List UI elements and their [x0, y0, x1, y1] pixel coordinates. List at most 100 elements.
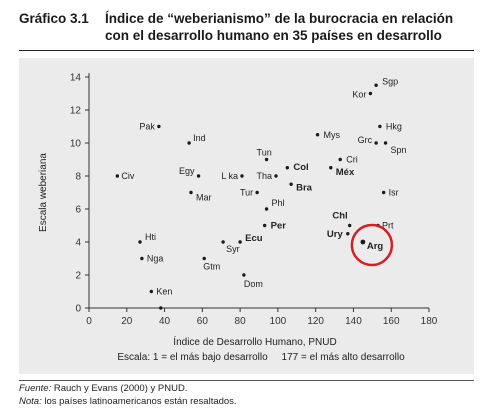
- figure-title: Índice de “weberianismo” de la burocraci…: [105, 11, 454, 43]
- y-tick-label: 8: [75, 172, 81, 183]
- point-label: Kor: [352, 90, 366, 100]
- point-label: Mys: [324, 130, 341, 140]
- y-tick-label: 12: [70, 106, 82, 117]
- point-label: Per: [271, 221, 287, 232]
- x-tick-label: 160: [383, 316, 400, 327]
- data-marks: Sgp Kor Pak Hkg Mys Ind Grc Spn Tun Cri Col Tha Méx C…: [115, 76, 407, 310]
- x-tick-label: 180: [421, 316, 438, 327]
- source-line: Fuente: Rauch y Evans (2000) y PNUD.: [19, 382, 474, 395]
- data-point-isr: [381, 190, 386, 195]
- figure-number: Gráfico 3.1: [19, 11, 89, 26]
- point-label: Mar: [196, 193, 212, 203]
- x-tick-label: 140: [345, 316, 362, 327]
- point-label: Phl: [272, 198, 285, 208]
- title-rule: [19, 50, 474, 51]
- data-point-chl: [347, 223, 352, 228]
- point-label: Grc: [358, 135, 373, 145]
- point-label: L ka: [221, 171, 238, 181]
- point-label: Bra: [296, 182, 313, 193]
- point-label: Pak: [139, 122, 155, 132]
- point-label: Spn: [391, 145, 407, 155]
- point-label: Hkg: [386, 122, 402, 132]
- data-point-dom: [242, 273, 246, 277]
- x-tick-label: 20: [121, 316, 133, 327]
- data-point-phl: [264, 207, 269, 211]
- point-label: Ken: [156, 287, 172, 297]
- point-label: Tha: [256, 171, 272, 181]
- x-tick-label: 80: [235, 316, 247, 327]
- source-text: Rauch y Evans (2000) y PNUD.: [51, 383, 188, 394]
- data-point-syr: [221, 240, 225, 244]
- data-point-kor: [368, 91, 373, 96]
- data-point-cri: [338, 157, 342, 162]
- point-label: Ury: [327, 229, 344, 240]
- note-line: Nota: los países latinoamericanos están …: [19, 395, 474, 408]
- data-point-egy: [196, 174, 201, 178]
- y-tick-label: 0: [75, 304, 81, 315]
- x-tick-label: 120: [307, 316, 324, 327]
- plot-background: [19, 58, 474, 374]
- source-label: Fuente:: [19, 383, 52, 394]
- data-point-mar: [189, 190, 193, 195]
- point-label: Chl: [332, 211, 347, 222]
- data-point-per: [262, 223, 267, 228]
- point-label: Dom: [244, 279, 263, 289]
- data-point-col: [285, 166, 290, 170]
- x-tick-label: 40: [159, 316, 171, 327]
- point-label: Hti: [145, 232, 156, 242]
- point-label: Arg: [367, 241, 384, 252]
- point-label: Egy: [179, 166, 195, 176]
- data-point-grc: [374, 141, 378, 145]
- data-point-unlabeled: [159, 306, 163, 310]
- point-label: Nga: [147, 254, 164, 264]
- point-label: Tun: [257, 148, 272, 158]
- y-axis-title: Escala weberiana: [38, 153, 49, 232]
- point-label: Prt: [382, 221, 394, 231]
- data-point-tun: [264, 157, 269, 162]
- scale-note: Escala: 1 = el más bajo desarrollo 177 =…: [117, 352, 405, 363]
- point-label: Cri: [346, 155, 358, 165]
- point-label: Syr: [226, 244, 240, 254]
- data-point-hti: [138, 240, 142, 244]
- y-tick-label: 14: [70, 73, 82, 84]
- data-point-ind: [187, 141, 191, 145]
- point-label: Méx: [336, 167, 355, 178]
- x-tick-label: 0: [86, 316, 92, 327]
- data-point-ecu: [238, 240, 242, 244]
- data-point-mys: [315, 133, 320, 137]
- data-point-hkg: [378, 124, 382, 129]
- highlight-circle: [350, 223, 394, 267]
- point-label: Ind: [193, 133, 206, 143]
- data-point-bra: [289, 182, 293, 186]
- data-point-nga: [140, 256, 144, 261]
- figure-footer: Fuente: Rauch y Evans (2000) y PNUD. Not…: [19, 382, 474, 408]
- data-point-ken: [149, 289, 154, 294]
- point-label: Civ: [121, 171, 134, 181]
- data-point-tur: [255, 190, 259, 195]
- y-tick-label: 10: [70, 139, 82, 150]
- data-point-pak: [157, 124, 161, 129]
- y-tick-label: 4: [75, 238, 81, 249]
- note-text: los países latinoamericanos están resalt…: [41, 396, 237, 407]
- x-axis-title: Índice de Desarrollo Humano, PNUD: [173, 335, 336, 348]
- data-point-arg: [360, 239, 366, 245]
- data-point-spn: [383, 141, 388, 145]
- point-label: Col: [293, 162, 308, 173]
- point-label: Tur: [240, 188, 253, 198]
- x-tick-label: 100: [270, 316, 287, 327]
- data-point-ury: [346, 232, 350, 236]
- data-point-gtm: [202, 256, 206, 261]
- y-tick-label: 2: [75, 271, 81, 282]
- data-point-civ: [115, 174, 120, 178]
- data-point-sgp: [374, 83, 378, 87]
- data-point-méx: [329, 166, 333, 170]
- point-label: Isr: [389, 188, 399, 198]
- note-label: Nota:: [19, 396, 42, 407]
- data-point-tha: [274, 174, 278, 178]
- y-tick-label: 6: [75, 205, 81, 216]
- footer-rule: [19, 380, 474, 381]
- point-label: Gtm: [203, 262, 220, 272]
- point-label: Sgp: [382, 76, 398, 86]
